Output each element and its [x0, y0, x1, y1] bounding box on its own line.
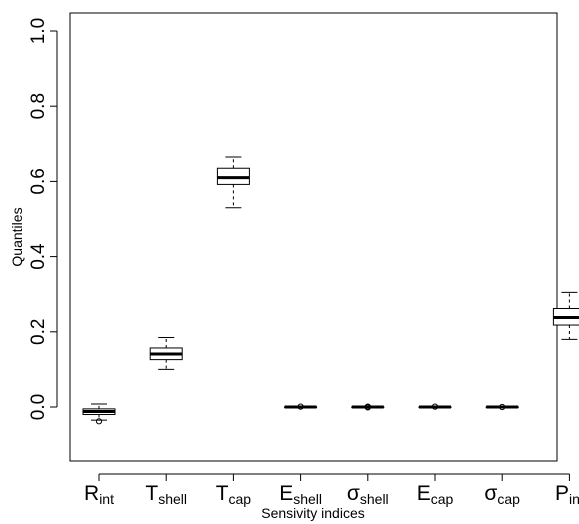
outlier-point [364, 404, 371, 411]
outlier-point [431, 403, 439, 410]
box-1 [82, 403, 116, 425]
y-tick-label: 0.0 [28, 394, 49, 420]
x-tick-label: Rint [84, 482, 114, 507]
y-tick-label: 1.0 [28, 18, 49, 44]
box-5 [351, 403, 385, 411]
box-7 [485, 403, 519, 411]
x-tick-label: Ecap [417, 482, 454, 507]
x-tick-label: Eshell [279, 482, 322, 507]
box-2 [149, 336, 183, 370]
y-tick-label: 0.6 [28, 168, 49, 194]
y-axis-title: Quantiles [9, 207, 25, 266]
y-axis: 0.0 0.2 0.4 0.6 0.8 1.0 [28, 18, 58, 420]
y-tick-label: 0.4 [28, 243, 49, 270]
x-tick-label: σshell [347, 482, 389, 507]
box-8 [552, 291, 579, 340]
x-axis-title: Sensivity indices [261, 505, 365, 521]
outlier-point [297, 403, 304, 410]
y-tick-label: 0.2 [28, 319, 49, 345]
box-3 [216, 156, 250, 209]
outlier-point [499, 403, 506, 411]
plot-area-frame [69, 12, 558, 462]
box-6 [418, 403, 452, 410]
outlier-point [95, 418, 103, 425]
x-axis: Rint Tshell Tcap Eshell σshell Ecap σcap Pint [84, 473, 579, 507]
box-series [82, 156, 579, 425]
y-tick-label: 0.8 [28, 93, 49, 119]
x-tick-label: Pint [555, 482, 579, 507]
x-tick-label: σcap [484, 482, 520, 507]
x-tick-label: Tcap [216, 482, 252, 507]
x-tick-label: Tshell [145, 482, 187, 507]
box-4 [284, 403, 318, 410]
